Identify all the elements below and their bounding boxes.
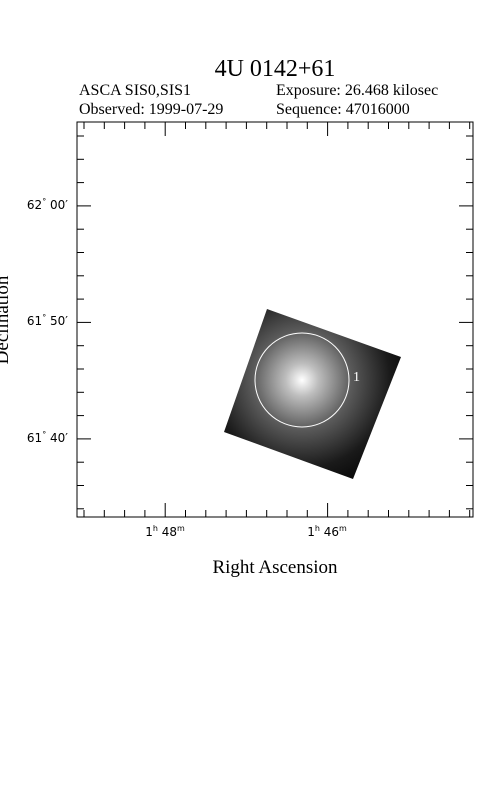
x-tick-label: 1h 48m: [145, 524, 185, 539]
axis-ticks: [77, 122, 473, 517]
label-part: 46: [320, 525, 339, 539]
label-part: °: [42, 430, 46, 439]
y-tick-label: 62° 00′: [27, 197, 68, 212]
label-part: 61: [27, 314, 42, 328]
instrument: ASCA SIS0,SIS1: [79, 82, 191, 99]
label-part: 1: [145, 525, 153, 539]
source-region: [254, 332, 350, 428]
label-part: 40′: [46, 431, 68, 445]
x-tick-label: 1h 46m: [307, 524, 347, 539]
label-part: h: [153, 524, 158, 533]
source-label: 1: [353, 370, 360, 385]
label-part: 61: [27, 431, 42, 445]
label-part: 00′: [46, 198, 68, 212]
label-part: 48: [158, 525, 177, 539]
exposure: Exposure: 26.468 kilosec: [276, 82, 438, 99]
sequence: Sequence: 47016000: [276, 101, 410, 118]
label-part: m: [177, 524, 185, 533]
label-part: °: [42, 197, 46, 206]
plot-frame: [76, 121, 474, 518]
label-part: h: [315, 524, 320, 533]
y-axis-label: Declination: [0, 275, 13, 364]
label-part: 50′: [46, 314, 68, 328]
label-part: 1: [307, 525, 315, 539]
label-part: m: [339, 524, 347, 533]
label-part: 62: [27, 198, 42, 212]
sky-image: [224, 309, 401, 479]
label-part: °: [42, 313, 46, 322]
x-axis-label: Right Ascension: [212, 557, 338, 578]
y-tick-label: 61° 40′: [27, 430, 68, 445]
title: 4U 0142+61: [215, 56, 336, 82]
y-tick-label: 61° 50′: [27, 313, 68, 328]
observed: Observed: 1999-07-29: [79, 101, 223, 118]
